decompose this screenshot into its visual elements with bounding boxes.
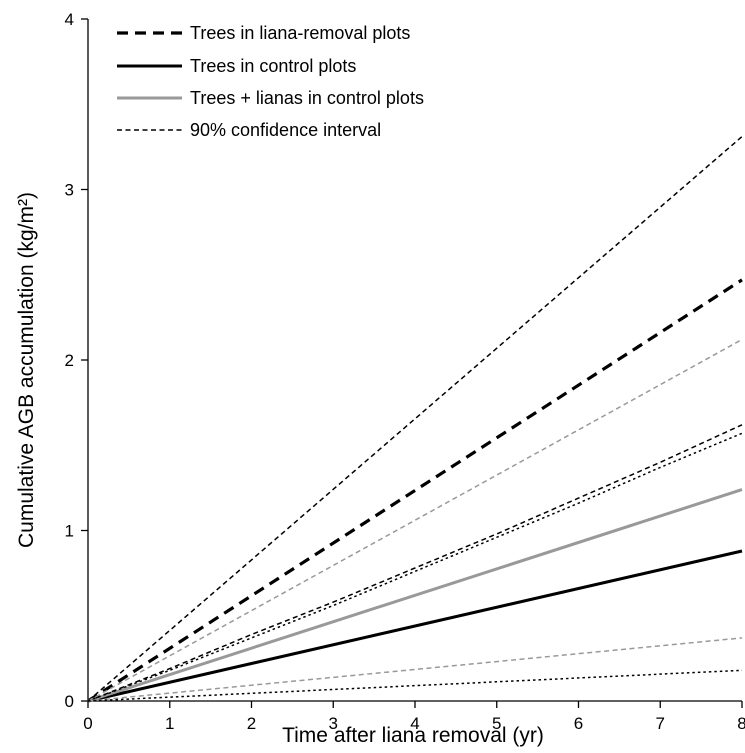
- y-axis-title: Cumulative AGB accumulation (kg/m²): [15, 192, 38, 548]
- y-tick-label: 1: [65, 522, 74, 541]
- series-line-2: [87, 549, 743, 703]
- x-tick-label: 8: [737, 714, 745, 733]
- series-line-8: [87, 432, 743, 702]
- x-tick-label: 0: [83, 714, 92, 733]
- series-line-3: [87, 488, 743, 703]
- y-tick-label: 4: [65, 10, 74, 29]
- x-tick-label: 4: [410, 714, 419, 733]
- legend-label-2: Trees in control plots: [190, 56, 356, 76]
- x-tick-label: 2: [247, 714, 256, 733]
- axes: 0 1 2 3 4 5 6 7 8 0 1 2 3 4: [65, 10, 745, 733]
- legend-label-4: 90% confidence interval: [190, 120, 381, 140]
- series-line-4: [87, 136, 743, 702]
- x-tick-label: 6: [574, 714, 583, 733]
- x-axis-title: Time after liana removal (yr): [282, 724, 544, 747]
- series-layer: [87, 136, 743, 703]
- x-tick-label: 3: [329, 714, 338, 733]
- y-tick-label: 3: [65, 181, 74, 200]
- x-tick-label: 5: [492, 714, 501, 733]
- series-line-9: [87, 669, 743, 702]
- y-tick-label: 0: [65, 692, 74, 711]
- series-line-1: [87, 278, 743, 703]
- series-line-5: [87, 424, 743, 702]
- legend: Trees in liana-removal plots Trees in con…: [117, 23, 424, 140]
- series-line-7: [87, 637, 743, 702]
- x-tick-label: 1: [165, 714, 174, 733]
- legend-label-3: Trees + lianas in control plots: [190, 88, 424, 108]
- x-tick-label: 7: [656, 714, 665, 733]
- y-tick-label: 2: [65, 351, 74, 370]
- series-line-6: [87, 338, 743, 702]
- legend-label-1: Trees in liana-removal plots: [190, 23, 410, 43]
